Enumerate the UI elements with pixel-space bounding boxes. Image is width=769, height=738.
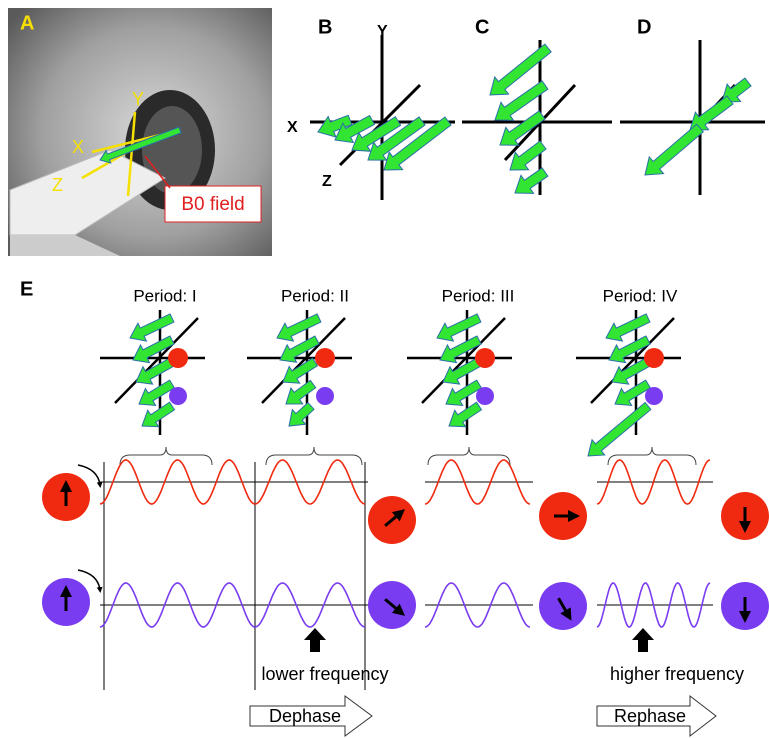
- green-arrow: [588, 403, 651, 456]
- panel-label: A: [20, 12, 34, 34]
- field-label: B0 field: [181, 194, 244, 215]
- phase-label: Rephase: [614, 706, 686, 726]
- period-label: Period: II: [281, 286, 349, 305]
- green-arrow: [286, 380, 316, 404]
- panel-label: E: [20, 278, 33, 300]
- brace: [120, 447, 212, 465]
- green-arrow: [645, 124, 703, 175]
- green-arrow: [289, 403, 314, 426]
- purple-dot: [645, 387, 663, 405]
- panel-label: B: [318, 16, 332, 38]
- red-dot: [168, 348, 188, 368]
- green-arrow: [446, 380, 481, 405]
- brace: [608, 447, 696, 465]
- phase-label: Dephase: [269, 706, 341, 726]
- purple-dot: [316, 387, 334, 405]
- period-label: Period: I: [133, 286, 196, 305]
- brace: [428, 447, 510, 465]
- red-dot: [644, 348, 664, 368]
- green-arrow: [142, 402, 174, 426]
- purple-dot: [476, 387, 494, 405]
- figure: A X Y Z B0 field B C D Y X Z E Period: I…: [0, 0, 769, 738]
- purple-dot: [169, 387, 187, 405]
- green-arrow: [515, 168, 548, 194]
- axis-label: X: [72, 137, 84, 157]
- green-arrow: [449, 402, 481, 426]
- axis-label: X: [287, 119, 298, 136]
- green-arrow: [283, 358, 317, 383]
- green-arrow: [615, 380, 650, 405]
- panel-label: C: [475, 16, 489, 38]
- annotation: higher frequency: [610, 664, 744, 684]
- red-dot: [315, 348, 335, 368]
- axis-label: Y: [132, 89, 144, 109]
- period-label: Period: IV: [603, 286, 678, 305]
- period-label: Period: III: [442, 286, 515, 305]
- up-arrow: [304, 628, 326, 652]
- axis-label: Z: [322, 173, 332, 190]
- brace: [266, 447, 362, 465]
- up-arrow: [632, 628, 654, 652]
- axis-label: Z: [52, 175, 63, 195]
- red-dot: [475, 348, 495, 368]
- annotation: lower frequency: [261, 664, 388, 684]
- green-arrow: [139, 380, 174, 405]
- panel-label: D: [637, 16, 651, 38]
